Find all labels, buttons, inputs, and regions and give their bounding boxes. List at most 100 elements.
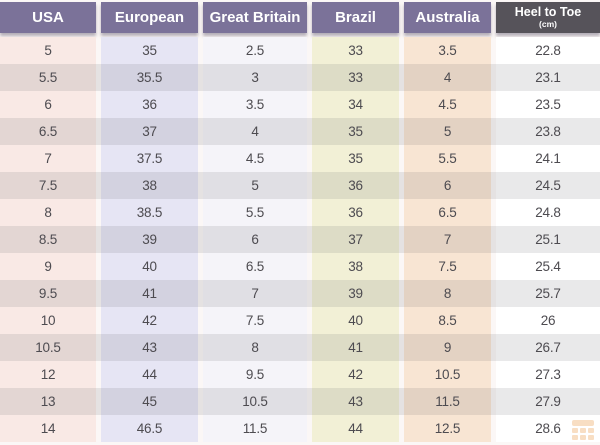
table-cell: 3.5	[245, 97, 265, 112]
table-cell: 7	[44, 151, 52, 166]
table-cell: 44	[348, 421, 363, 436]
table-cell: 6.5	[438, 205, 457, 220]
table-row: 7 37.5 4.5 35 5.5 24.1	[0, 145, 600, 172]
table-cell: 38	[348, 259, 363, 274]
table-row: 10.5 43 8 41 9 26.7	[0, 334, 600, 361]
table-cell: 9	[44, 259, 52, 274]
table-cell: 37.5	[136, 151, 163, 166]
table-cell: 6	[443, 178, 452, 193]
table-cell: 36	[348, 205, 363, 220]
table-cell: 5.5	[38, 70, 58, 85]
table-cell: 25.4	[535, 259, 561, 274]
table-cell: 27.3	[535, 367, 561, 382]
table-cell: 43	[142, 340, 157, 355]
table-cell: 36	[142, 97, 157, 112]
table-cell: 4.5	[438, 97, 457, 112]
table-cell: 24.8	[535, 205, 561, 220]
table-cell: 41	[142, 286, 157, 301]
table-cell: 42	[348, 367, 363, 382]
column-header-label: Brazil	[335, 8, 376, 26]
table-cell: 6	[44, 97, 52, 112]
table-cell: 40	[348, 313, 363, 328]
table-row: 8.5 39 6 37 7 25.1	[0, 226, 600, 253]
table-cell: 35.5	[136, 70, 163, 85]
table-cell: 44	[142, 367, 157, 382]
table-cell: 12	[40, 367, 56, 382]
table-cell: 38.5	[136, 205, 163, 220]
table-header-row: USA European Great Britain Brazil Austra…	[0, 0, 600, 37]
table-cell: 5	[44, 43, 52, 58]
table-cell: 43	[348, 394, 363, 409]
table-cell: 41	[348, 340, 363, 355]
column-stripe-great-britain	[203, 37, 307, 442]
table-cell: 22.8	[535, 43, 561, 58]
table-cell: 7.5	[38, 178, 58, 193]
table-row: 10 42 7.5 40 8.5 26	[0, 307, 600, 334]
table-cell: 28.6	[535, 421, 561, 436]
table-cell: 27.9	[535, 394, 561, 409]
table-cell: 7	[443, 232, 452, 247]
table-cell: 40	[142, 259, 157, 274]
table-cell: 37	[142, 124, 157, 139]
table-cell: 10.5	[35, 340, 61, 355]
table-row: 6.5 37 4 35 5 23.8	[0, 118, 600, 145]
table-cell: 10	[40, 313, 56, 328]
table-cell: 9.5	[245, 367, 265, 382]
table-row: 7.5 38 5 36 6 24.5	[0, 172, 600, 199]
table-cell: 4.5	[245, 151, 265, 166]
table-row: 14 46.5 11.5 44 12.5 28.6	[0, 415, 600, 442]
table-body: 5 35 2.5 33 3.5 22.8 5.5 35.5 3 33 4 23.1 6 36 3.5 34 4.…	[0, 37, 600, 442]
column-header-australia: Australia	[404, 2, 491, 33]
table-row: 13 45 10.5 43 11.5 27.9	[0, 388, 600, 415]
table-cell: 8	[443, 286, 452, 301]
column-header-label: Australia	[415, 8, 480, 26]
column-stripe-usa	[0, 37, 96, 442]
table-row: 8 38.5 5.5 36 6.5 24.8	[0, 199, 600, 226]
table-cell: 7	[251, 286, 259, 301]
table-cell: 7.5	[245, 313, 265, 328]
column-header-label: USA	[32, 8, 64, 26]
table-cell: 8	[251, 340, 259, 355]
table-cell: 9.5	[38, 286, 58, 301]
table-cell: 26	[540, 313, 556, 328]
table-cell: 23.8	[535, 124, 561, 139]
table-cell: 10.5	[434, 367, 461, 382]
table-cell: 33	[348, 43, 363, 58]
column-header-unit-label: (cm)	[539, 19, 557, 30]
table-cell: 10.5	[242, 394, 268, 409]
table-cell: 35	[348, 151, 363, 166]
table-cell: 5.5	[245, 205, 265, 220]
table-cell: 24.1	[535, 151, 561, 166]
table-cell: 46.5	[136, 421, 163, 436]
table-cell: 4	[251, 124, 259, 139]
table-cell: 25.1	[535, 232, 561, 247]
table-cell: 6.5	[245, 259, 265, 274]
table-cell: 5	[251, 178, 259, 193]
table-cell: 9	[443, 340, 452, 355]
table-cell: 5.5	[438, 151, 457, 166]
column-stripe-heel-to-toe	[496, 37, 600, 442]
column-header-heel-to-toe: Heel to Toe (cm)	[496, 2, 600, 33]
table-cell: 39	[142, 232, 157, 247]
column-stripe-australia	[404, 37, 491, 442]
table-cell: 2.5	[245, 43, 265, 58]
table-cell: 26.7	[535, 340, 561, 355]
table-cell: 5	[443, 124, 452, 139]
table-cell: 37	[348, 232, 363, 247]
table-cell: 23.1	[535, 70, 561, 85]
table-cell: 8.5	[438, 313, 457, 328]
column-header-great-britain: Great Britain	[203, 2, 307, 33]
table-cell: 35	[142, 43, 157, 58]
table-cell: 45	[142, 394, 157, 409]
table-cell: 11.5	[435, 394, 460, 409]
table-row: 5 35 2.5 33 3.5 22.8	[0, 37, 600, 64]
table-row: 9 40 6.5 38 7.5 25.4	[0, 253, 600, 280]
table-cell: 7.5	[438, 259, 457, 274]
table-cell: 3.5	[438, 43, 457, 58]
column-header-label: European	[114, 8, 185, 26]
column-header-european: European	[101, 2, 198, 33]
table-cell: 4	[443, 70, 452, 85]
table-cell: 12.5	[434, 421, 461, 436]
table-cell: 3	[251, 70, 259, 85]
